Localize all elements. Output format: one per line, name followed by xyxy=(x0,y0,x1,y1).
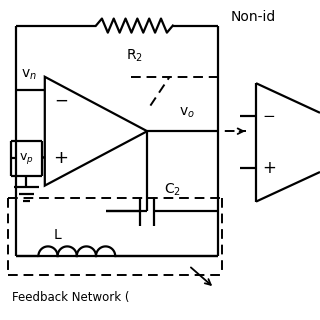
Text: R$_2$: R$_2$ xyxy=(126,48,143,64)
Text: v$_o$: v$_o$ xyxy=(179,106,195,120)
Text: L: L xyxy=(54,228,61,242)
Text: v$_n$: v$_n$ xyxy=(21,67,37,82)
Text: −: − xyxy=(262,109,275,124)
Text: C$_2$: C$_2$ xyxy=(164,182,181,198)
Text: −: − xyxy=(54,92,68,110)
Text: Feedback Network (: Feedback Network ( xyxy=(12,291,129,304)
Text: +: + xyxy=(53,149,68,167)
Text: Non-id: Non-id xyxy=(230,10,276,24)
Text: +: + xyxy=(262,159,276,178)
Text: v$_p$: v$_p$ xyxy=(19,151,34,166)
